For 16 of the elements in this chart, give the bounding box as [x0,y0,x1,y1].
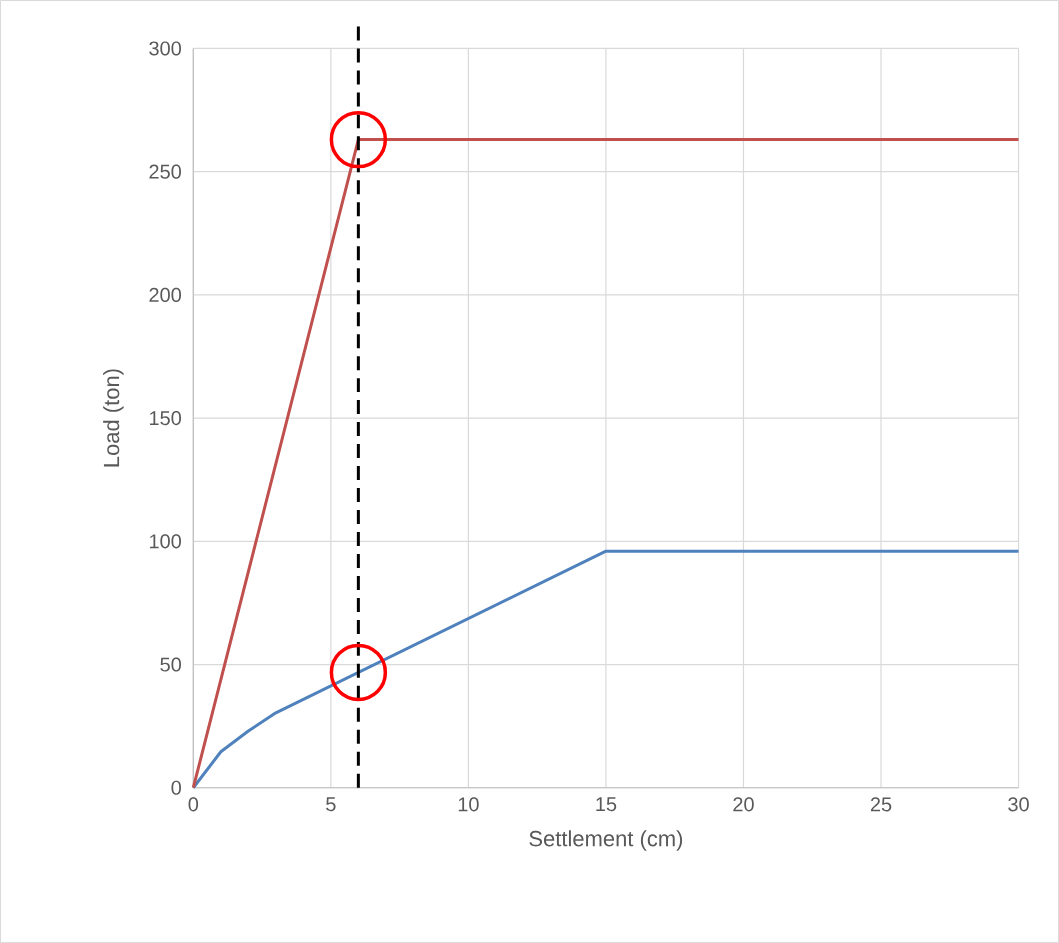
y-tick-label: 50 [160,657,182,672]
y-axis-title: Load (ton) [103,369,124,467]
x-tick-label: 5 [326,797,336,812]
y-tick-label: 0 [171,780,182,795]
x-tick-label: 20 [733,797,754,812]
x-tick-label: 10 [458,797,479,812]
x-axis-title: Settlement (cm) [529,830,683,851]
x-tick-label: 15 [596,797,617,812]
y-tick-label: 300 [149,41,182,56]
y-tick-label: 100 [149,534,182,549]
y-tick-label: 250 [149,164,182,179]
x-tick-label: 30 [1008,797,1029,812]
x-tick-label: 25 [870,797,892,812]
y-tick-label: 200 [149,287,182,302]
y-tick-label: 150 [149,410,182,426]
x-tick-label: 0 [188,797,199,812]
